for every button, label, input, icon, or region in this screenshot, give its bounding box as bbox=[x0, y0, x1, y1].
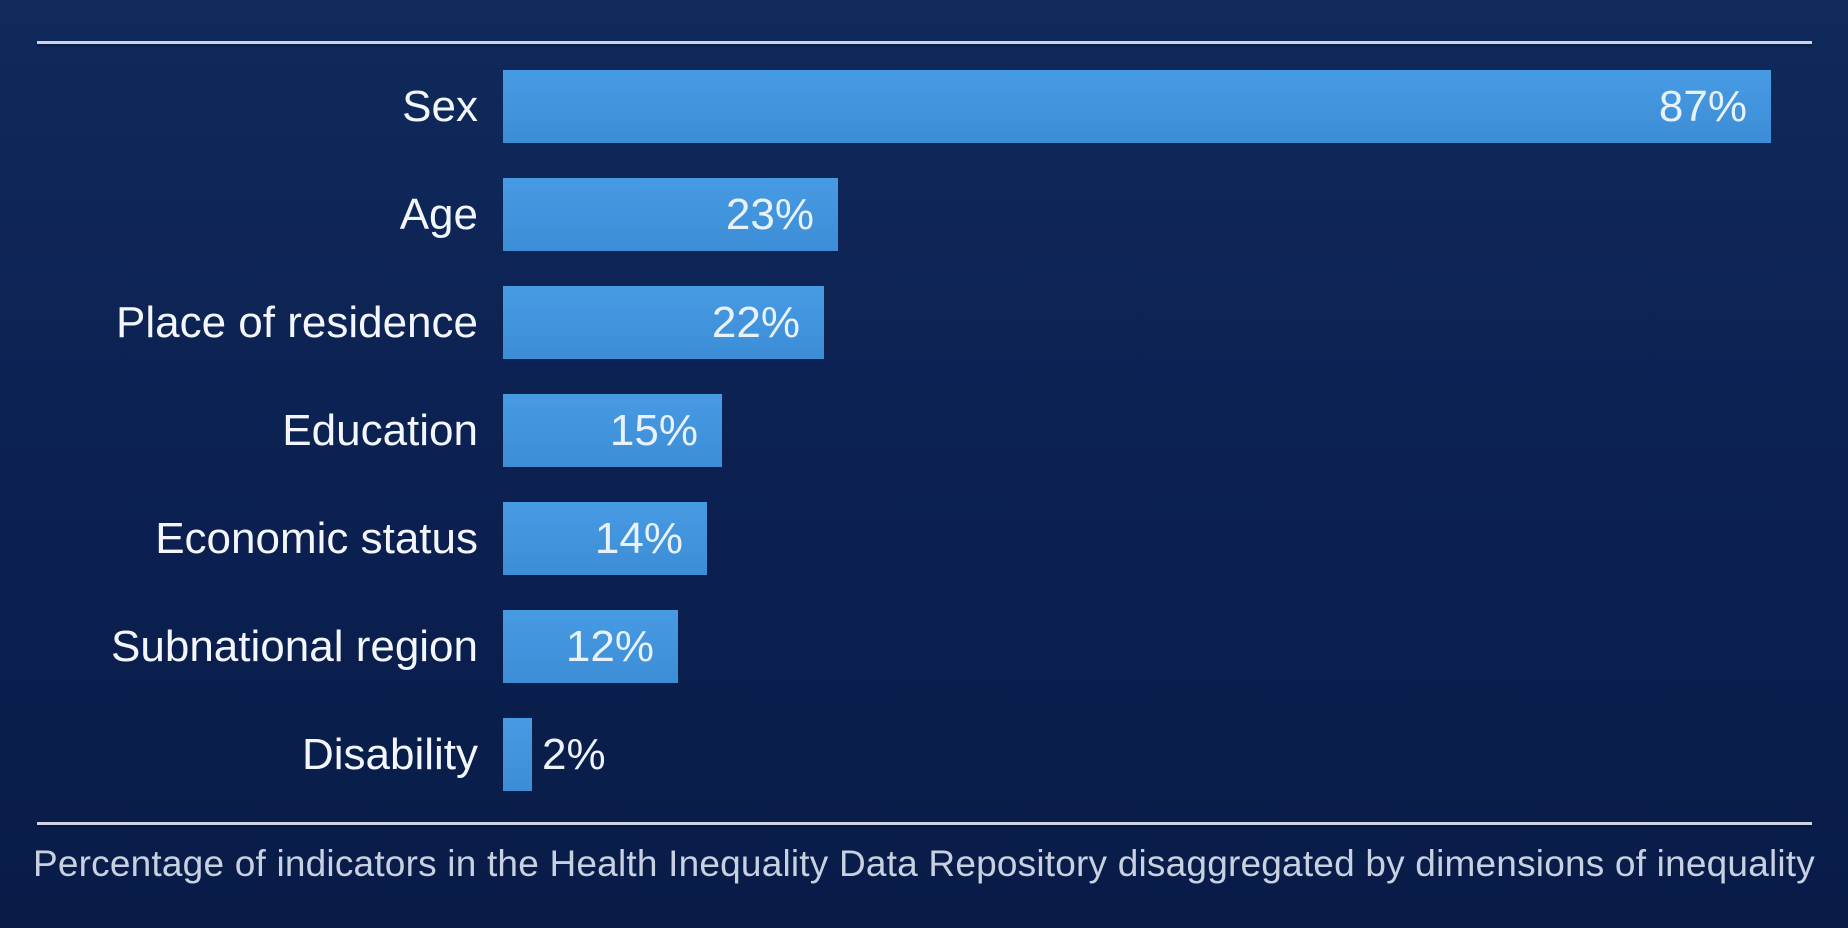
category-label: Sex bbox=[402, 82, 478, 131]
bar-row: Subnational region 12% bbox=[0, 610, 1848, 718]
bar-track: 23% bbox=[503, 178, 1848, 251]
bar: 22% bbox=[503, 286, 824, 359]
category-label: Age bbox=[399, 190, 478, 239]
bar-row: Age 23% bbox=[0, 178, 1848, 286]
bar-row: Place of residence 22% bbox=[0, 286, 1848, 394]
bar-chart: Sex 87% Age 23% Place of residence 22% Educati… bbox=[0, 70, 1848, 826]
bar-track: 14% bbox=[503, 502, 1848, 575]
value-label: 15% bbox=[609, 406, 698, 455]
bar: 87% bbox=[503, 70, 1771, 143]
category-label: Place of residence bbox=[116, 298, 478, 347]
chart-caption: Percentage of indicators in the Health I… bbox=[32, 843, 1815, 884]
value-label: 23% bbox=[725, 190, 814, 239]
bar: 23% bbox=[503, 178, 838, 251]
bar-row: Economic status 14% bbox=[0, 502, 1848, 610]
bar: 14% bbox=[503, 502, 707, 575]
bar-row: Education 15% bbox=[0, 394, 1848, 502]
bar-track: 15% bbox=[503, 394, 1848, 467]
bar-track: 2% bbox=[503, 718, 1848, 791]
value-label: 87% bbox=[1658, 82, 1747, 131]
top-rule bbox=[37, 41, 1812, 44]
bar-track: 22% bbox=[503, 286, 1848, 359]
value-label: 2% bbox=[542, 730, 606, 779]
bottom-rule bbox=[37, 822, 1812, 825]
category-label: Education bbox=[282, 406, 478, 455]
bar: 12% bbox=[503, 610, 678, 683]
category-label: Economic status bbox=[155, 514, 478, 563]
bar-track: 12% bbox=[503, 610, 1848, 683]
value-label: 12% bbox=[565, 622, 654, 671]
bar: 15% bbox=[503, 394, 722, 467]
bar-row: Sex 87% bbox=[0, 70, 1848, 178]
category-label: Subnational region bbox=[111, 622, 478, 671]
bar bbox=[503, 718, 532, 791]
value-label: 22% bbox=[711, 298, 800, 347]
value-label: 14% bbox=[594, 514, 683, 563]
category-label: Disability bbox=[301, 730, 478, 779]
bar-row: Disability 2% bbox=[0, 718, 1848, 826]
bar-track: 87% bbox=[503, 70, 1848, 143]
